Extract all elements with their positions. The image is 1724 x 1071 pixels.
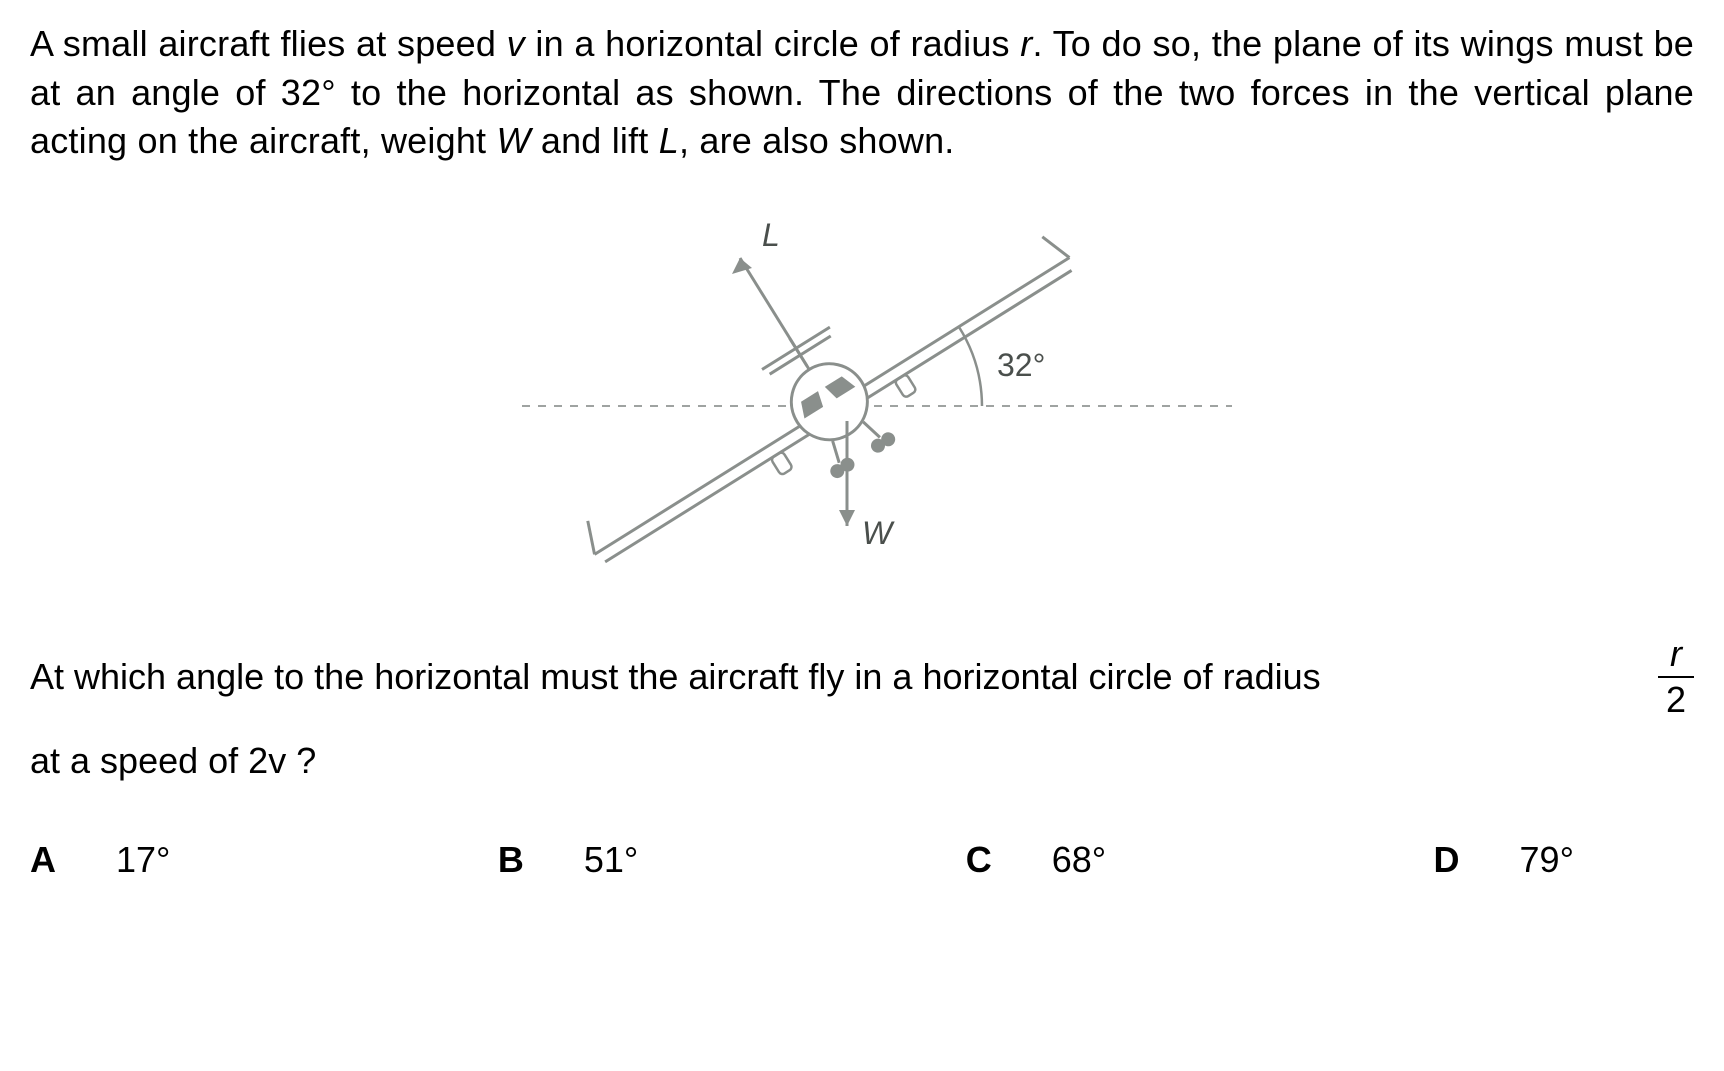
option-letter: B [498, 839, 524, 881]
option-letter: C [966, 839, 992, 881]
option-a[interactable]: A 17° [30, 839, 170, 881]
angle-label: 32° [997, 347, 1045, 383]
option-letter: A [30, 839, 56, 881]
var-L: L [659, 120, 679, 161]
q-part2a: at a speed of 2 [30, 740, 268, 781]
text-seg: , are also shown. [679, 120, 955, 161]
option-c[interactable]: C 68° [966, 839, 1106, 881]
weight-label: W [862, 515, 895, 551]
option-value: 68° [1052, 839, 1106, 881]
q-part2b: ? [286, 740, 316, 781]
gear-leg-r [863, 419, 880, 441]
lift-vector [732, 258, 807, 366]
text-seg: A small aircraft flies at speed [30, 23, 507, 64]
figure-container: L W 32° [30, 206, 1694, 606]
question-line-2: at a speed of 2v ? [30, 732, 1694, 790]
problem-statement: A small aircraft flies at speed v in a h… [30, 20, 1694, 166]
option-b[interactable]: B 51° [498, 839, 638, 881]
aircraft-diagram: L W 32° [452, 206, 1272, 606]
var-r: r [1020, 23, 1032, 64]
option-value: 51° [584, 839, 638, 881]
lift-label: L [762, 217, 780, 253]
gear-leg-l [828, 441, 845, 463]
option-value: 79° [1520, 839, 1574, 881]
text-seg: and lift [531, 120, 659, 161]
fuselage [777, 349, 882, 454]
question-prompt: At which angle to the horizontal must th… [30, 636, 1694, 790]
option-d[interactable]: D 79° [1434, 839, 1574, 881]
option-letter: D [1434, 839, 1460, 881]
option-value: 17° [116, 839, 170, 881]
question-page: A small aircraft flies at speed v in a h… [0, 0, 1724, 1071]
var-v: v [507, 23, 525, 64]
text-seg: in a horizontal circle of radius [525, 23, 1020, 64]
q-part1: At which angle to the horizontal must th… [30, 648, 1321, 706]
fraction-numerator: r [1662, 636, 1690, 676]
fraction-denominator: 2 [1658, 678, 1694, 718]
q-var-v: v [268, 740, 286, 781]
var-W: W [496, 120, 530, 161]
question-line-1: At which angle to the horizontal must th… [30, 636, 1694, 718]
answer-options: A 17° B 51° C 68° D 79° [30, 839, 1694, 881]
fraction-r-over-2: r 2 [1658, 636, 1694, 718]
